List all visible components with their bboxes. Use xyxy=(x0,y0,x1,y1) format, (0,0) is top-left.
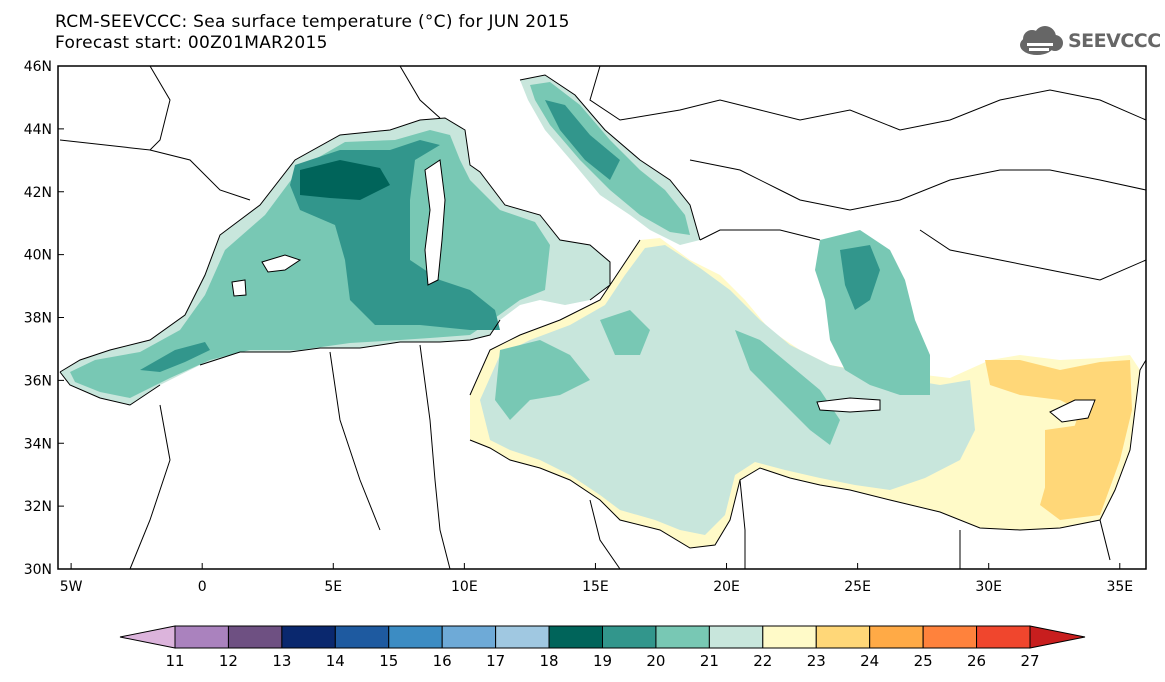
lon-label: 10E xyxy=(451,579,478,595)
colorbar-min-arrow xyxy=(119,625,176,649)
colorbar-tick-label: 24 xyxy=(860,652,879,670)
colorbar-box xyxy=(815,625,871,649)
colorbar-box xyxy=(869,625,924,649)
lat-label: 30N xyxy=(24,562,52,578)
lon-label: 5W xyxy=(60,579,83,595)
chart-title: RCM-SEEVCCC: Sea surface temperature (°C… xyxy=(55,12,570,32)
colorbar-tick-label: 22 xyxy=(753,652,772,670)
colorbar-tick-label: 13 xyxy=(272,652,291,670)
colorbar-max-arrow xyxy=(1029,625,1086,649)
colorbar-box xyxy=(388,625,443,649)
colorbar-tick-label: 19 xyxy=(593,652,612,670)
lat-label: 42N xyxy=(24,185,52,201)
colorbar-tick-label: 25 xyxy=(914,652,933,670)
lon-label: 5E xyxy=(324,579,342,595)
colorbar-box xyxy=(281,625,336,649)
lon-label: 15E xyxy=(582,579,609,595)
colorbar-box xyxy=(334,625,390,649)
colorbar-tick-label: 11 xyxy=(165,652,184,670)
lon-label: 0 xyxy=(198,579,207,595)
colorbar-tick-label: 21 xyxy=(700,652,719,670)
lon-label: 35E xyxy=(1106,579,1133,595)
lat-label: 34N xyxy=(24,436,52,452)
colorbar-box xyxy=(495,625,550,649)
adriatic-sea xyxy=(520,75,700,245)
colorbar-tick-label: 26 xyxy=(967,652,986,670)
lat-label: 32N xyxy=(24,499,52,515)
colorbar-tick-label: 14 xyxy=(326,652,345,670)
colorbar-box xyxy=(548,625,603,649)
colorbar-box xyxy=(227,625,283,649)
colorbar-tick-label: 27 xyxy=(1020,652,1039,670)
sst-map: 46N 44N 42N 40N 38N 36N 34N 32N 30N 5W 0 5E 10E 15E 20… xyxy=(24,59,1147,595)
colorbar-box xyxy=(762,625,817,649)
colorbar-tick-label: 23 xyxy=(807,652,826,670)
lat-label: 44N xyxy=(24,122,52,138)
lat-label: 40N xyxy=(24,248,52,264)
colorbar-box xyxy=(441,625,497,649)
colorbar-tick-label: 16 xyxy=(433,652,452,670)
coastlines xyxy=(59,65,1147,570)
colorbar-box xyxy=(976,625,1031,649)
colorbar-box xyxy=(708,625,764,649)
forecast-start-subtitle: Forecast start: 00Z01MAR2015 xyxy=(55,33,328,53)
eastern-med-sea xyxy=(470,230,1140,548)
cloud-icon xyxy=(1020,26,1063,55)
colorbar-tick-label: 17 xyxy=(486,652,505,670)
lat-label: 36N xyxy=(24,373,52,389)
colorbar-tick-label: 15 xyxy=(379,652,398,670)
logo-text: SEEVCCC xyxy=(1068,30,1161,52)
colorbar-box xyxy=(602,625,657,649)
lon-label: 20E xyxy=(713,579,740,595)
western-med-sea xyxy=(60,118,610,405)
lon-label: 25E xyxy=(844,579,871,595)
colorbar-box xyxy=(655,625,710,649)
colorbar-box xyxy=(174,625,229,649)
lat-label: 46N xyxy=(24,59,52,75)
colorbar-tick-label: 12 xyxy=(219,652,238,670)
lat-label: 38N xyxy=(24,311,52,327)
colorbar-tick-label: 20 xyxy=(646,652,665,670)
colorbar-tick-label: 18 xyxy=(540,652,559,670)
colorbar-box xyxy=(922,625,978,649)
lon-label: 30E xyxy=(975,579,1002,595)
